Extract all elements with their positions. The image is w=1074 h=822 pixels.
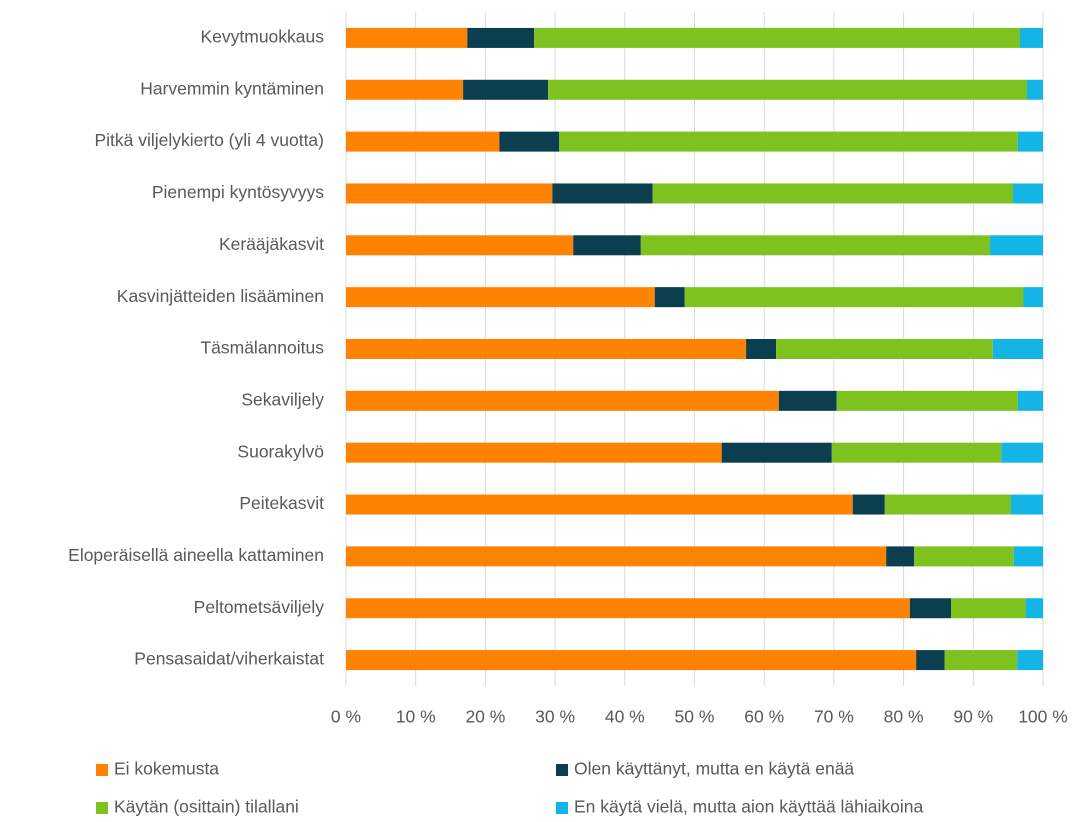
- bar-segment: [1026, 79, 1043, 100]
- legend-label: En käytä vielä, mutta aion käyttää lähia…: [574, 797, 923, 817]
- bar-segment: [909, 598, 951, 619]
- bar-segment: [573, 235, 641, 256]
- bar-segment: [684, 287, 1024, 308]
- bar-segment: [1023, 287, 1043, 308]
- bar-segment: [721, 442, 832, 463]
- bar-segment: [346, 131, 500, 152]
- x-tick-label: 90 %: [953, 707, 993, 727]
- bar-segment: [776, 339, 993, 359]
- bar-segment: [1013, 546, 1043, 567]
- bar-segment: [548, 79, 1027, 100]
- bar-segment: [346, 183, 553, 204]
- bar-segment: [463, 79, 549, 100]
- bar-segment: [852, 494, 885, 515]
- x-tick-label: 100 %: [1018, 707, 1068, 727]
- x-tick-label: 70 %: [814, 707, 854, 727]
- bar-segment: [950, 598, 1026, 619]
- bar-segment: [346, 390, 779, 411]
- bar-segment: [746, 339, 777, 359]
- bar-segment: [944, 650, 1018, 671]
- bar-segment: [1017, 390, 1043, 411]
- bar-segment: [346, 287, 655, 308]
- bar-segment: [499, 131, 560, 152]
- bar-segment: [886, 546, 915, 567]
- y-tick-label: Suorakylvö: [237, 441, 324, 461]
- legend-swatch: [556, 802, 568, 814]
- bar-segment: [652, 183, 1014, 204]
- bar-segment: [1017, 131, 1043, 152]
- bar-segment: [1010, 494, 1043, 515]
- bar-segment: [1025, 598, 1043, 619]
- x-tick-label: 30 %: [535, 707, 575, 727]
- y-tick-label: Harvemmin kyntäminen: [140, 78, 324, 98]
- bar-segment: [884, 494, 1011, 515]
- y-tick-label: Kevytmuokkaus: [200, 27, 324, 47]
- x-tick-label: 80 %: [884, 707, 924, 727]
- bar-segment: [346, 339, 747, 359]
- y-tick-label: Peitekasvit: [239, 493, 324, 513]
- y-tick-label: Eloperäisellä aineella kattaminen: [68, 545, 324, 565]
- bar-segment: [778, 390, 837, 411]
- y-tick-label: Pienempi kyntösyvyys: [152, 182, 324, 202]
- bar-segment: [552, 183, 653, 204]
- x-tick-label: 50 %: [675, 707, 715, 727]
- bar-segment: [836, 390, 1018, 411]
- y-tick-label: Kerääjäkasvit: [219, 234, 324, 254]
- bar-segment: [1001, 442, 1043, 463]
- bar-segment: [831, 442, 1002, 463]
- bar-segment: [346, 79, 464, 100]
- y-tick-label: Täsmälannoitus: [200, 338, 324, 358]
- bar-segment: [654, 287, 685, 308]
- y-tick-label: Kasvinjätteiden lisääminen: [117, 286, 324, 306]
- bar-segment: [559, 131, 1018, 152]
- bar-segment: [1013, 183, 1043, 204]
- bar-segment: [1019, 27, 1043, 48]
- bar-segment: [990, 235, 1043, 256]
- x-tick-label: 20 %: [465, 707, 505, 727]
- legend-label: Olen käyttänyt, mutta en käytä enää: [574, 759, 854, 779]
- x-tick-label: 60 %: [744, 707, 784, 727]
- bar-segment: [916, 650, 945, 671]
- y-tick-label: Pensasaidat/viherkaistat: [134, 649, 324, 669]
- legend-label: Ei kokemusta: [114, 759, 219, 779]
- bar-segment: [1017, 650, 1043, 671]
- bar-segment: [346, 235, 574, 256]
- y-tick-label: Pitkä viljelykierto (yli 4 vuotta): [94, 130, 324, 150]
- bar-segment: [534, 27, 1020, 48]
- bar-segment: [992, 339, 1043, 359]
- bar-segment: [346, 27, 468, 48]
- x-tick-label: 0 %: [331, 707, 361, 727]
- legend-swatch: [556, 764, 568, 776]
- legend-label: Käytän (osittain) tilallani: [114, 797, 299, 817]
- bar-segment: [914, 546, 1014, 567]
- bar-segment: [346, 598, 910, 619]
- legend-swatch: [96, 802, 108, 814]
- legend-swatch: [96, 764, 108, 776]
- bar-segment: [467, 27, 535, 48]
- bar-segment: [346, 442, 722, 463]
- y-tick-label: Sekaviljely: [241, 389, 324, 409]
- x-tick-label: 40 %: [605, 707, 645, 727]
- bar-segment: [346, 546, 887, 567]
- x-tick-label: 10 %: [396, 707, 436, 727]
- bar-segment: [346, 650, 917, 671]
- y-tick-label: Peltometsäviljely: [194, 597, 325, 617]
- bar-segment: [640, 235, 991, 256]
- bar-segment: [346, 494, 853, 515]
